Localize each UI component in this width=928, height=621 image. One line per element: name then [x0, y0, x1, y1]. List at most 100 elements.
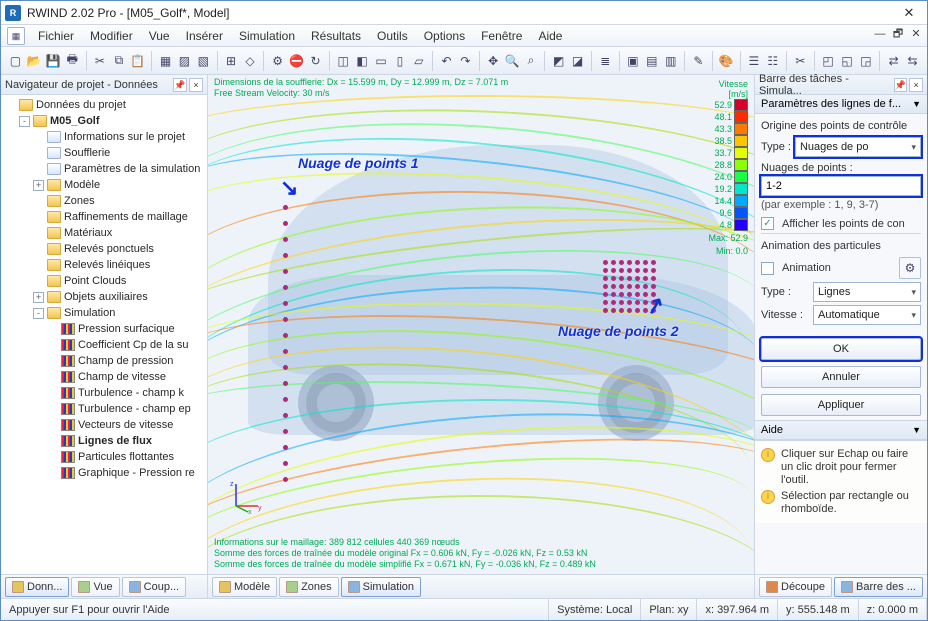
- toolbar-swap[interactable]: ⇄: [885, 50, 902, 72]
- menu-aide[interactable]: Aide: [530, 27, 570, 45]
- tree-item[interactable]: Point Clouds: [1, 273, 207, 289]
- ok-button[interactable]: OK: [761, 338, 921, 360]
- tb-close-button[interactable]: ×: [909, 78, 923, 92]
- tree-item[interactable]: Relevés linéiques: [1, 257, 207, 273]
- toolbar-zoom[interactable]: 🔍: [504, 50, 521, 72]
- toolbar-rotate-r[interactable]: ↷: [457, 50, 474, 72]
- toolbar-snap[interactable]: ◇: [241, 50, 258, 72]
- menu-fenêtre[interactable]: Fenêtre: [473, 27, 530, 45]
- toolbar-rotate-l[interactable]: ↶: [438, 50, 455, 72]
- menu-insérer[interactable]: Insérer: [178, 27, 231, 45]
- menu-modifier[interactable]: Modifier: [82, 27, 141, 45]
- toolbar-print[interactable]: 🖶: [64, 50, 81, 72]
- tree-item[interactable]: Soufflerie: [1, 145, 207, 161]
- footer-tab-decoupe[interactable]: Découpe: [759, 577, 832, 597]
- toolbar-save[interactable]: 💾: [45, 50, 62, 72]
- toolbar-section2[interactable]: ◪: [569, 50, 586, 72]
- expand-icon[interactable]: -: [19, 116, 30, 127]
- toolbar-magic[interactable]: ✎: [690, 50, 707, 72]
- tree-item[interactable]: Turbulence - champ k: [1, 385, 207, 401]
- toolbar-box2[interactable]: ▤: [643, 50, 660, 72]
- vp-tab-simulation[interactable]: Simulation: [341, 577, 421, 597]
- anim-speed-combo[interactable]: Automatique▾: [813, 305, 921, 325]
- toolbar-run[interactable]: ⚙: [269, 50, 286, 72]
- toolbar-decoupe[interactable]: ✂: [792, 50, 809, 72]
- toolbar-front[interactable]: ▭: [373, 50, 390, 72]
- show-points-checkbox[interactable]: ✓: [761, 217, 774, 230]
- toolbar-zoom-win[interactable]: ⌕: [523, 50, 540, 72]
- expand-icon[interactable]: +: [33, 292, 44, 303]
- tree-item[interactable]: Raffinements de maillage: [1, 209, 207, 225]
- taskbar-section-header[interactable]: Paramètres des lignes de f...▼: [755, 95, 927, 114]
- toolbar-cube4[interactable]: ◱: [839, 50, 856, 72]
- clouds-input[interactable]: [761, 176, 921, 196]
- toolbar-section1[interactable]: ◩: [550, 50, 567, 72]
- toolbar-copy[interactable]: ⧉: [110, 50, 127, 72]
- project-tree[interactable]: Données du projet-M05_GolfInformations s…: [1, 95, 207, 574]
- tree-item[interactable]: Données du projet: [1, 97, 207, 113]
- tree-item[interactable]: -Simulation: [1, 305, 207, 321]
- menu-options[interactable]: Options: [416, 27, 473, 45]
- expand-icon[interactable]: -: [33, 308, 44, 319]
- vp-tab-zones[interactable]: Zones: [279, 577, 339, 597]
- toolbar-cube[interactable]: ◫: [335, 50, 352, 72]
- tree-item[interactable]: Champ de pression: [1, 353, 207, 369]
- tree-item[interactable]: Zones: [1, 193, 207, 209]
- nav-tab-view[interactable]: Vue: [71, 577, 119, 597]
- toolbar-pan[interactable]: ✥: [485, 50, 502, 72]
- nav-tab-section[interactable]: Coup...: [122, 577, 186, 597]
- toolbar-box3[interactable]: ▥: [662, 50, 679, 72]
- tree-item[interactable]: Lignes de flux: [1, 433, 207, 449]
- toolbar-stack-a[interactable]: ☰: [745, 50, 762, 72]
- expand-icon[interactable]: +: [33, 180, 44, 191]
- tree-item[interactable]: Particules flottantes: [1, 449, 207, 465]
- apply-button[interactable]: Appliquer: [761, 394, 921, 416]
- animation-checkbox[interactable]: [761, 262, 774, 275]
- aide-header[interactable]: Aide▼: [755, 420, 927, 440]
- viewport-canvas[interactable]: Nuage de points 1 ↘ Nuage de points 2 ↗ …: [208, 75, 754, 574]
- toolbar-view1[interactable]: ▦: [157, 50, 174, 72]
- tree-item[interactable]: Champ de vitesse: [1, 369, 207, 385]
- toolbar-swap2[interactable]: ⇆: [904, 50, 921, 72]
- vp-tab-model[interactable]: Modèle: [212, 577, 277, 597]
- tree-item[interactable]: -M05_Golf: [1, 113, 207, 129]
- toolbar-open[interactable]: 📂: [26, 50, 43, 72]
- anim-settings-button[interactable]: ⚙: [899, 257, 921, 279]
- mdi-min-button[interactable]: —: [873, 27, 887, 41]
- window-close-button[interactable]: ✕: [895, 3, 923, 23]
- anim-type-combo[interactable]: Lignes▾: [813, 282, 921, 302]
- toolbar-paste[interactable]: 📋: [129, 50, 146, 72]
- toolbar-box1[interactable]: ▣: [624, 50, 641, 72]
- tree-item[interactable]: +Objets auxiliaires: [1, 289, 207, 305]
- menu-outils[interactable]: Outils: [369, 27, 416, 45]
- toolbar-color[interactable]: 🎨: [718, 50, 735, 72]
- tree-item[interactable]: Pression surfacique: [1, 321, 207, 337]
- tree-item[interactable]: Paramètres de la simulation: [1, 161, 207, 177]
- menu-résultats[interactable]: Résultats: [303, 27, 369, 45]
- toolbar-cut[interactable]: ✂: [92, 50, 109, 72]
- toolbar-top[interactable]: ▱: [410, 50, 427, 72]
- toolbar-refresh[interactable]: ↻: [307, 50, 324, 72]
- type-combo[interactable]: Nuages de po▾: [795, 137, 921, 157]
- toolbar-new[interactable]: ▢: [7, 50, 24, 72]
- mdi-restore-button[interactable]: 🗗: [891, 27, 905, 41]
- toolbar-view3[interactable]: ▧: [195, 50, 212, 72]
- tree-item[interactable]: Relevés ponctuels: [1, 241, 207, 257]
- cancel-button[interactable]: Annuler: [761, 366, 921, 388]
- nav-close-button[interactable]: ×: [189, 78, 203, 92]
- tree-item[interactable]: Coefficient Cp de la su: [1, 337, 207, 353]
- toolbar-cube3[interactable]: ◰: [820, 50, 837, 72]
- tb-pin-button[interactable]: 📌: [894, 78, 908, 92]
- nav-tab-data[interactable]: Donn...: [5, 577, 69, 597]
- tree-item[interactable]: Matériaux: [1, 225, 207, 241]
- menu-fichier[interactable]: Fichier: [30, 27, 82, 45]
- tree-item[interactable]: +Modèle: [1, 177, 207, 193]
- toolbar-layers[interactable]: ≣: [597, 50, 614, 72]
- footer-tab-barre[interactable]: Barre des ...: [834, 577, 923, 597]
- nav-pin-button[interactable]: 📌: [173, 78, 187, 92]
- toolbar-stack-b[interactable]: ☷: [764, 50, 781, 72]
- tree-item[interactable]: Informations sur le projet: [1, 129, 207, 145]
- menu-simulation[interactable]: Simulation: [231, 27, 303, 45]
- tree-item[interactable]: Vecteurs de vitesse: [1, 417, 207, 433]
- toolbar-grid[interactable]: ⊞: [223, 50, 240, 72]
